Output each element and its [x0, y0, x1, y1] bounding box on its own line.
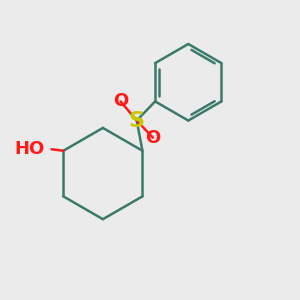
Text: O: O	[113, 92, 128, 110]
Text: O: O	[145, 129, 160, 147]
Text: HO: HO	[14, 140, 44, 158]
Text: S: S	[129, 111, 145, 130]
